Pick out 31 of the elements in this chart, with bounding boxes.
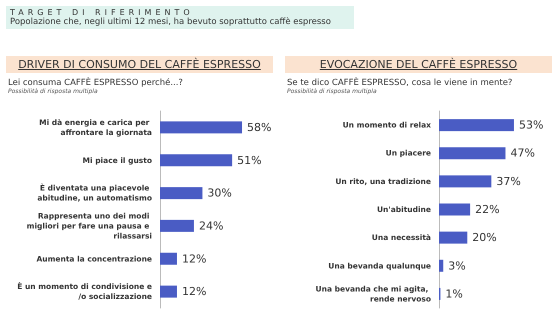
data-label: 12% [182,285,206,298]
text: TARGET DI RIFERIMENTO [10,8,195,17]
bar [439,204,470,216]
data-label: 24% [198,219,224,232]
chart-subtitle: Lei consuma CAFFÈ ESPRESSO perché...? [8,78,184,88]
bar [439,119,514,132]
chart-title: DRIVER DI CONSUMO DEL CAFFÈ ESPRESSO [6,56,273,73]
data-label: 12% [182,252,206,266]
bar [160,187,202,200]
bar [160,286,177,298]
bar [160,154,232,166]
data-label: 51% [237,154,262,167]
data-label: 53% [518,118,544,132]
data-label: 22% [475,203,500,216]
data-label: 37% [496,174,521,188]
data-label: 20% [472,231,497,244]
data-label: 3% [448,259,466,272]
data-label: 47% [510,146,535,160]
bar [439,260,444,272]
bar [160,220,194,232]
bar [160,252,177,265]
text: Popolazione che, negli ultimi 12 mesi, ha bevuto soprattutto caffè espresso [10,17,332,27]
data-label: 30% [207,186,232,200]
chart-subtitle: Se te dico CAFFÈ ESPRESSO, cosa le viene in mente? [287,78,514,88]
bar [439,147,506,160]
bar [439,232,468,244]
bar [160,121,242,134]
data-label: 58% [247,120,272,134]
chart-title: EVOCAZIONE DEL CAFFÈ ESPRESSO [285,56,552,73]
data-label: 1% [445,287,463,300]
bar [439,175,492,188]
